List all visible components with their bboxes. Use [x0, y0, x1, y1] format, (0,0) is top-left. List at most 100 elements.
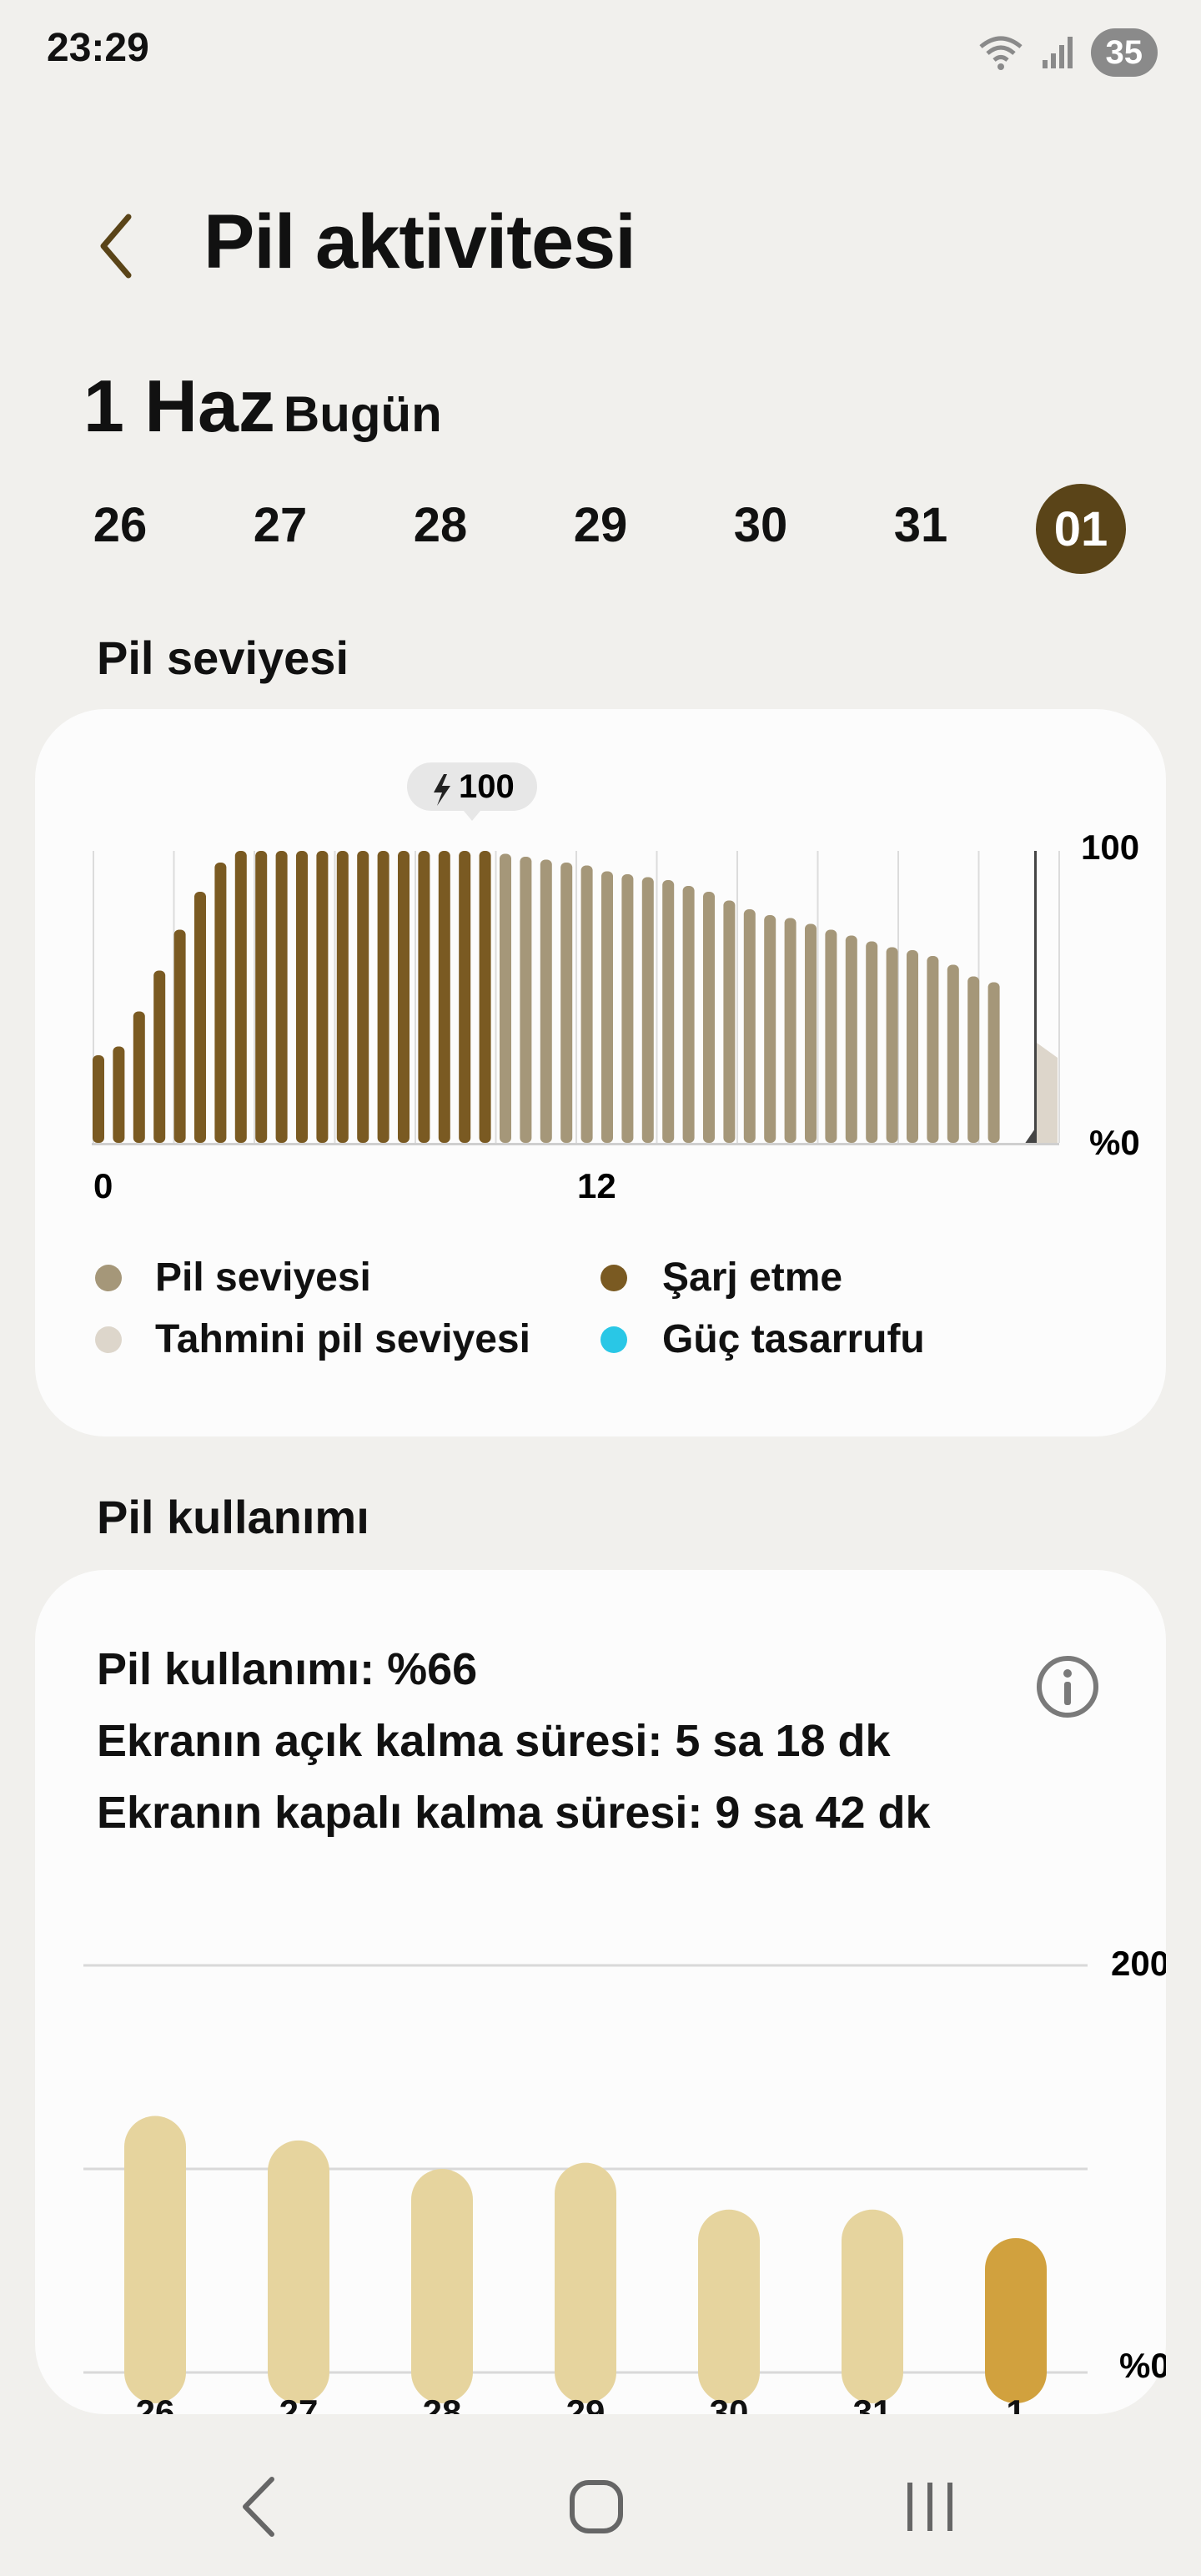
charging-bar: [133, 1011, 145, 1143]
usage-x-label: 27: [279, 2392, 319, 2414]
status-time: 23:29: [47, 26, 149, 70]
usage-chart[interactable]: 26 27 28 29 30 31 1 200 %0: [35, 1570, 1166, 2414]
charging-bar: [316, 851, 329, 1143]
nav-recents-icon[interactable]: [901, 2469, 959, 2544]
usage-bar: [698, 2209, 760, 2403]
usage-bar: [124, 2116, 186, 2403]
charging-bar: [336, 851, 349, 1143]
charging-bar: [357, 851, 369, 1143]
day-01-selected[interactable]: 01: [1036, 484, 1126, 574]
charging-bar: [479, 851, 491, 1143]
status-icons: 35: [976, 28, 1158, 77]
legend-estimated: Tahmini pil seviyesi: [155, 1317, 530, 1361]
lightning-icon: [434, 774, 450, 806]
battery-level-bar: [601, 871, 613, 1143]
page-title: Pil aktivitesi: [204, 199, 636, 284]
battery-level-bar: [500, 853, 511, 1143]
screen-on-time: Ekranın açık kalma süresi: 5 sa 18 dk: [97, 1716, 891, 1766]
charging-bar: [153, 970, 166, 1143]
usage-percent: Pil kullanımı: %66: [97, 1644, 478, 1694]
charging-bar: [377, 851, 389, 1143]
wifi-icon: [978, 36, 1023, 70]
date-sub: Bugün: [283, 386, 442, 442]
battery-level-bar: [540, 859, 552, 1143]
battery-level-bar: [784, 918, 796, 1143]
legend-level: Pil seviyesi: [155, 1255, 371, 1300]
x-tick-12: 12: [577, 1166, 616, 1205]
battery-level-bar: [682, 886, 695, 1143]
charging-bar: [459, 851, 471, 1143]
charging-bar: [398, 851, 410, 1143]
battery-level-bar: [866, 941, 878, 1143]
charging-bar: [275, 851, 288, 1143]
tooltip-value: 100: [459, 768, 515, 805]
usage-bar: [842, 2209, 903, 2403]
selected-date: 1 Haz Bugün: [83, 364, 442, 449]
battery-level-bar: [580, 865, 593, 1143]
x-tick-0: 0: [93, 1166, 113, 1205]
charging-bar: [194, 892, 206, 1143]
nav-home-icon[interactable]: [567, 2469, 626, 2544]
charge-tooltip: [407, 762, 537, 811]
battery-level-bar: [907, 950, 918, 1143]
nav-back-icon[interactable]: [234, 2469, 284, 2544]
day-31[interactable]: 31: [893, 498, 948, 552]
charging-bar: [234, 851, 247, 1143]
signal-icon: [1042, 37, 1073, 68]
charging-bar: [93, 1055, 104, 1143]
charging-bar: [255, 851, 268, 1143]
y-max-label: 100: [1081, 828, 1139, 867]
day-30[interactable]: 30: [733, 498, 788, 552]
battery-level-bar: [703, 892, 715, 1143]
battery-level-bar: [641, 877, 654, 1143]
usage-bar: [411, 2169, 473, 2403]
day-29[interactable]: 29: [573, 498, 628, 552]
legend-dot-level: [95, 1265, 122, 1291]
battery-level-bar: [723, 900, 736, 1143]
battery-badge: 35: [1090, 28, 1158, 77]
legend-dot-estimated: [95, 1326, 122, 1353]
battery-level-bar: [621, 874, 634, 1143]
battery-level-bar: [520, 857, 532, 1143]
usage-x-label: 1: [1006, 2392, 1025, 2414]
charging-bar: [113, 1046, 125, 1143]
battery-level-bar: [560, 863, 573, 1143]
legend-power-saving: Güç tasarrufu: [662, 1317, 925, 1361]
usage-y-min: %0: [1119, 2346, 1166, 2385]
battery-level-bar: [967, 976, 980, 1143]
battery-level-bar: [987, 982, 1000, 1143]
info-icon[interactable]: [1034, 1653, 1101, 1720]
usage-bar: [555, 2162, 616, 2403]
usage-y-max: 200: [1111, 1944, 1166, 1983]
battery-level-bar: [743, 909, 756, 1143]
legend-charging: Şarj etme: [662, 1255, 843, 1300]
battery-level-bar: [825, 929, 837, 1143]
usage-x-label: 30: [710, 2392, 749, 2414]
battery-level-bar: [662, 880, 675, 1143]
forecast-tail: [1037, 1043, 1058, 1145]
charging-bar: [438, 851, 450, 1143]
battery-level-bar: [886, 947, 898, 1143]
day-26[interactable]: 26: [93, 498, 148, 552]
day-28[interactable]: 28: [413, 498, 468, 552]
usage-x-label: 31: [853, 2392, 892, 2414]
legend-dot-charging: [600, 1265, 627, 1291]
back-arrow-icon[interactable]: [92, 209, 142, 284]
battery-level-bar: [805, 923, 817, 1143]
usage-bar: [268, 2140, 329, 2403]
charging-bar: [214, 863, 227, 1143]
battery-level-bar: [947, 964, 959, 1143]
section-title-usage: Pil kullanımı: [97, 1491, 369, 1543]
charging-bar: [173, 929, 186, 1143]
usage-x-label: 29: [566, 2392, 606, 2414]
screen-off-time: Ekranın kapalı kalma süresi: 9 sa 42 dk: [97, 1788, 931, 1838]
legend-dot-power-saving: [600, 1326, 627, 1353]
day-27[interactable]: 27: [253, 498, 308, 552]
y-min-label: %0: [1089, 1123, 1140, 1162]
charging-bar: [418, 851, 430, 1143]
battery-level-bar: [845, 935, 857, 1143]
charging-bar: [296, 851, 308, 1143]
usage-x-label: 26: [136, 2392, 175, 2414]
section-title-level: Pil seviyesi: [97, 631, 349, 684]
